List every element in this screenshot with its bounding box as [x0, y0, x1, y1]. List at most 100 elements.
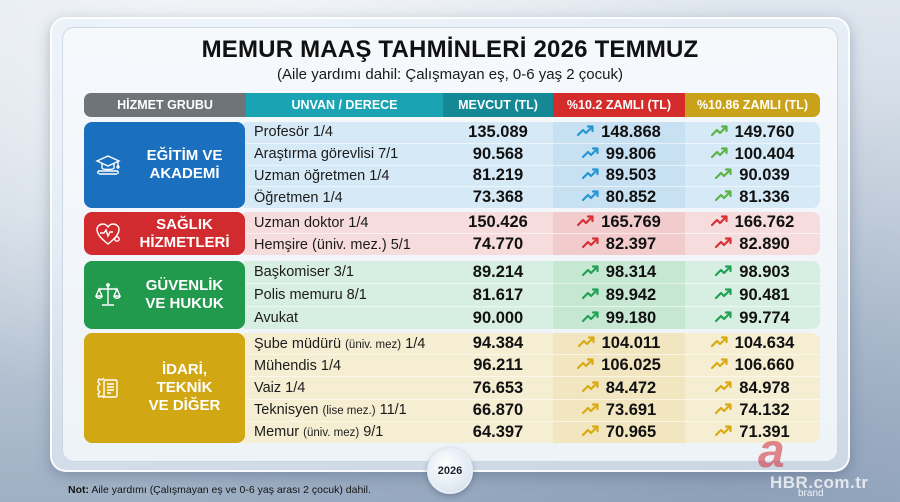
- title-cell: Profesör 1/4: [246, 124, 443, 140]
- raise-10-86-salary: 98.903: [739, 262, 790, 281]
- trend-up-icon: [581, 401, 600, 420]
- current-salary: 150.426: [468, 213, 528, 231]
- current-salary: 90.568: [472, 144, 524, 163]
- current-salary: 73.368: [472, 188, 524, 207]
- group-label-line: VE DİĞER: [148, 397, 221, 414]
- title-cell: Teknisyen (lise mez.) 11/1: [246, 402, 443, 418]
- footnote-text: Aile yardımı (Çalışmayan eş ve 0-6 yaş a…: [89, 484, 371, 496]
- table-row: Mühendis 1/4 96.211 106.025 106.660: [246, 355, 820, 378]
- title-cell: Hemşire (üniv. mez.) 5/1: [246, 237, 443, 253]
- raise-10-2-cell: 148.868: [553, 123, 685, 142]
- title-note: (üniv. mez): [303, 427, 360, 440]
- current-salary: 66.870: [472, 400, 524, 419]
- column-header-title-grade: UNVAN / DERECE: [246, 93, 443, 117]
- group-label-line: EĞİTİM VE: [146, 147, 223, 164]
- raise-10-2-salary: 89.503: [605, 166, 657, 185]
- current-salary: 89.214: [472, 262, 524, 281]
- current-salary: 96.211: [473, 356, 523, 375]
- trend-up-icon: [581, 423, 600, 442]
- table-row: Avukat 90.000 99.180 99.774: [246, 307, 820, 329]
- raise-10-2-cell: 89.942: [553, 286, 685, 305]
- raise-10-86-cell: 149.760: [685, 123, 820, 142]
- title-cell: Avukat: [246, 310, 443, 326]
- clock-year: 2026: [437, 465, 463, 477]
- raise-10-86-salary: 166.762: [734, 213, 795, 231]
- trend-up-icon: [581, 145, 600, 164]
- trend-up-icon: [710, 334, 729, 353]
- table-row: Uzman öğretmen 1/4 81.219 89.503 90.039: [246, 166, 820, 188]
- title-text: Avukat: [254, 310, 299, 326]
- title-note: (lise mez.): [322, 405, 376, 418]
- title-text: Başkomiser 3/1: [254, 264, 354, 280]
- trend-up-icon: [581, 188, 600, 207]
- group-label-line: SAĞLIK: [156, 215, 213, 233]
- raise-10-2-cell: 84.472: [553, 379, 685, 398]
- title-cell: Başkomiser 3/1: [246, 264, 443, 280]
- title-grade: 9/1: [363, 424, 384, 441]
- current-salary: 76.653: [472, 378, 524, 397]
- group-badge-adm: İDARİ, TEKNİK VE DİĞER: [84, 333, 245, 443]
- title-text: Araştırma görevlisi 7/1: [254, 146, 399, 163]
- table-row: Uzman doktor 1/4 150.426 165.769 166.762: [246, 212, 820, 234]
- raise-10-2-salary: 89.942: [605, 285, 657, 304]
- clock-2026-badge: 2026: [427, 448, 473, 494]
- scales-icon: [94, 281, 122, 309]
- table-row: Vaiz 1/4 76.653 84.472 84.978: [246, 377, 820, 400]
- trend-up-icon: [581, 379, 600, 398]
- title-cell: Araştırma görevlisi 7/1: [246, 146, 443, 162]
- trend-up-icon: [577, 123, 595, 142]
- gear-document-icon: [94, 374, 122, 402]
- raise-10-2-cell: 80.852: [553, 188, 685, 207]
- raise-10-2-cell: 82.397: [553, 235, 685, 254]
- table-row: Teknisyen (lise mez.) 11/1 66.870 73.691 74…: [246, 400, 820, 422]
- raise-10-2-salary: 106.025: [601, 356, 661, 375]
- raise-10-2-salary: 99.180: [605, 308, 657, 327]
- footnote-label: Not:: [68, 484, 89, 496]
- raise-10-86-cell: 81.336: [685, 188, 820, 207]
- current-salary: 81.219: [472, 166, 524, 185]
- raise-10-2-salary: 148.868: [601, 122, 661, 141]
- table-row: Başkomiser 3/1 89.214 98.314 98.903: [246, 261, 820, 284]
- graduation-cap-icon: [94, 151, 122, 179]
- raise-10-2-cell: 104.011: [553, 334, 685, 353]
- raise-10-86-cell: 90.039: [685, 166, 820, 185]
- raise-10-2-salary: 104.011: [601, 334, 661, 353]
- group-label-line: AKADEMİ: [149, 165, 220, 182]
- raise-10-2-salary: 70.965: [605, 422, 657, 441]
- trend-up-icon: [581, 309, 600, 328]
- trend-up-icon: [715, 309, 733, 328]
- footnote: Not: Aile yardımı (Çalışmayan eş ve 0-6 …: [68, 484, 371, 496]
- table-row: Hemşire (üniv. mez.) 5/1 74.770 82.397 82.8…: [246, 234, 820, 255]
- raise-10-86-cell: 100.404: [685, 145, 820, 164]
- trend-up-icon: [715, 166, 733, 185]
- title-cell: Polis memuru 8/1: [246, 287, 443, 303]
- title-text: Uzman doktor 1/4: [254, 214, 369, 231]
- title-grade: 11/1: [379, 402, 407, 419]
- title-cell: Vaiz 1/4: [246, 380, 443, 396]
- title-text: Vaiz 1/4: [254, 380, 306, 396]
- raise-10-86-cell: 82.890: [685, 235, 820, 254]
- title-cell: Mühendis 1/4: [246, 358, 443, 374]
- brand-watermark: brand: [798, 488, 824, 499]
- title-text: Polis memuru 8/1: [254, 287, 367, 303]
- group-badge-health: SAĞLIK HİZMETLERİ: [84, 212, 245, 255]
- raise-10-86-cell: 90.481: [685, 286, 820, 305]
- table-row: Araştırma görevlisi 7/1 90.568 99.806 100.4…: [246, 144, 820, 166]
- raise-10-86-cell: 71.391: [685, 423, 820, 442]
- group-label-line: İDARİ,: [162, 361, 207, 378]
- current-salary: 90.000: [472, 308, 524, 327]
- current-salary: 64.397: [472, 422, 524, 441]
- trend-up-icon: [715, 235, 733, 254]
- raise-10-2-salary: 98.314: [605, 262, 657, 281]
- title-text: Teknisyen: [254, 402, 319, 419]
- raise-10-86-salary: 90.481: [739, 285, 790, 304]
- group-rows: Profesör 1/4 135.089 148.868 149.760 Araştır…: [246, 122, 820, 208]
- group-badge-edu: EĞİTİM VE AKADEMİ: [84, 122, 245, 208]
- group-rows: Uzman doktor 1/4 150.426 165.769 166.762 Hem…: [246, 212, 820, 255]
- raise-10-86-salary: 100.404: [734, 144, 795, 163]
- group-sec: GÜVENLİK VE HUKUK Başkomiser 3/1 89.214 98.3…: [84, 261, 820, 329]
- group-edu: EĞİTİM VE AKADEMİ Profesör 1/4 135.089 148.8…: [84, 122, 820, 208]
- raise-10-86-salary: 106.660: [734, 356, 795, 375]
- column-header-service-group: HİZMET GRUBU: [84, 93, 246, 117]
- raise-10-2-cell: 73.691: [553, 401, 685, 420]
